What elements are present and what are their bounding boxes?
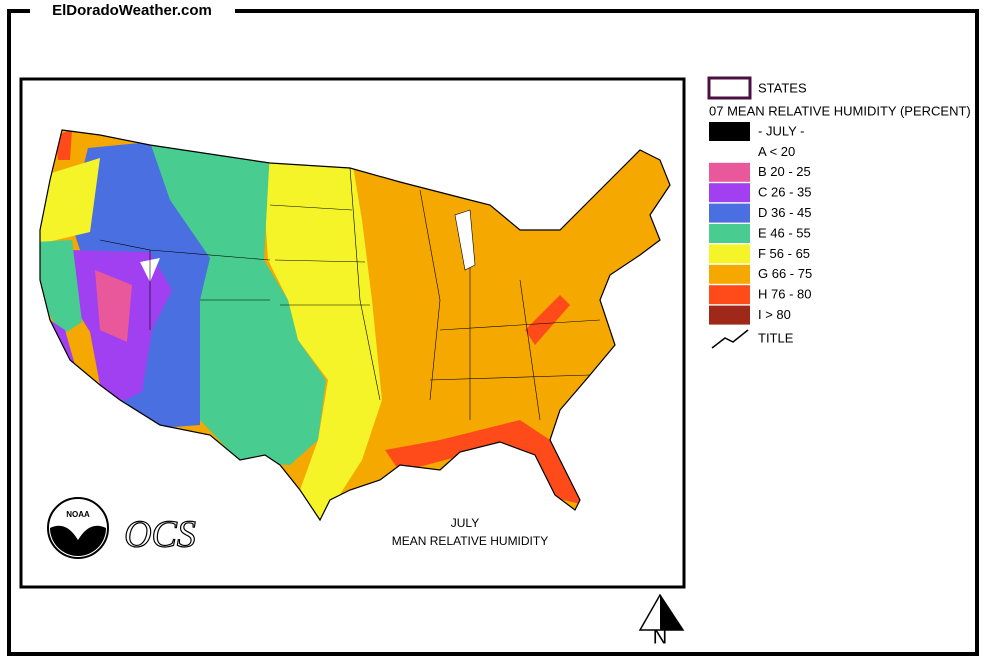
title-icon xyxy=(711,329,749,349)
zone-h-gulf xyxy=(385,420,585,505)
legend-label: E 46 - 55 xyxy=(758,225,811,240)
legend-swatch xyxy=(709,305,750,325)
legend-swatch xyxy=(709,224,750,243)
legend-swatch xyxy=(709,142,750,162)
state-lines xyxy=(99,167,601,421)
legend-swatch xyxy=(709,183,750,203)
zone-f xyxy=(264,150,382,520)
legend-swatch xyxy=(709,244,750,264)
map-title-2: MEAN RELATIVE HUMIDITY xyxy=(392,534,548,548)
legend-label: C 26 - 35 xyxy=(758,185,811,200)
site-title: ElDoradoWeather.com xyxy=(52,2,212,19)
legend-label: G 66 - 75 xyxy=(758,266,812,281)
legend-swatch xyxy=(709,122,750,141)
north-label: N xyxy=(653,626,667,648)
legend-swatch xyxy=(709,203,750,223)
north-arrow-fill xyxy=(660,595,683,630)
legend-label: - JULY - xyxy=(758,123,804,138)
noaa-text: NOAA xyxy=(66,510,90,519)
legend-title-entry: TITLE xyxy=(758,330,794,345)
legend-label: F 56 - 65 xyxy=(758,246,810,261)
ocs-logo: OCS xyxy=(124,514,196,556)
legend-swatch xyxy=(709,162,750,182)
states-swatch xyxy=(707,76,752,100)
zone-h-ridge xyxy=(525,295,570,345)
zone-b xyxy=(95,270,132,342)
us-outline xyxy=(39,129,671,522)
zone-e-coast xyxy=(40,240,82,335)
map-title-1: JULY xyxy=(451,516,479,530)
legend-label: A < 20 xyxy=(758,144,795,159)
legend-states: STATES xyxy=(758,80,807,95)
legend-label: I > 80 xyxy=(758,307,791,322)
legend-heading: 07 MEAN RELATIVE HUMIDITY (PERCENT) xyxy=(709,103,971,118)
outer-border xyxy=(7,9,979,656)
legend-label: D 36 - 45 xyxy=(758,205,811,220)
legend-swatch xyxy=(709,264,750,284)
title-gap xyxy=(30,2,235,20)
legend-label: B 20 - 25 xyxy=(758,164,811,179)
zone-f-coast xyxy=(40,158,100,245)
noaa-bird xyxy=(50,525,106,556)
legend-label: H 76 - 80 xyxy=(758,287,811,302)
legend-swatch xyxy=(709,285,750,305)
